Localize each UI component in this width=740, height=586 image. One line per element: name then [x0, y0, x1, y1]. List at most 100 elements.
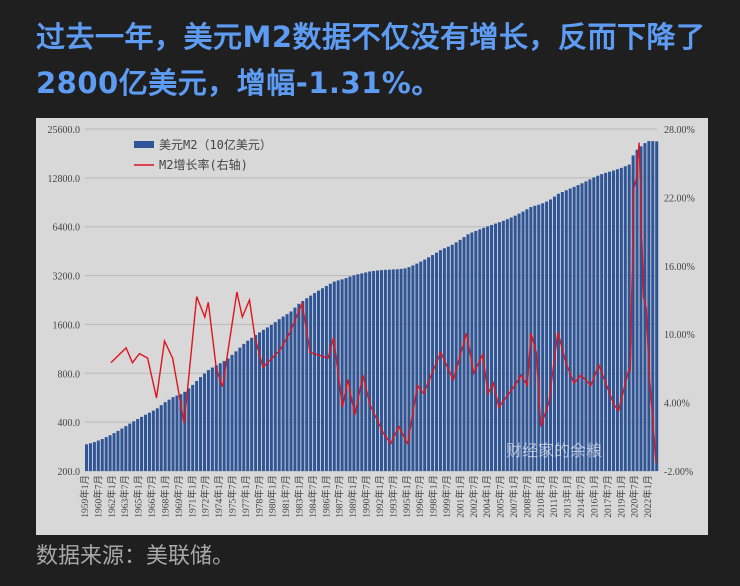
- right-tick-label: 22.00%: [664, 193, 695, 204]
- m2-bar: [383, 269, 387, 471]
- chart-svg: 25600.0 12800.0 6400.0 3200.0 1600.0 800.0 400…: [48, 125, 695, 518]
- m2-bar: [167, 399, 171, 471]
- x-tick-label: 2008年7月: [521, 475, 533, 518]
- x-tick-label: 2013年1月: [562, 475, 574, 518]
- m2-bar: [521, 211, 525, 471]
- right-tick-label: 28.00%: [664, 125, 695, 136]
- x-tick-label: 1989年1月: [347, 475, 359, 518]
- m2-chart: 25600.0 12800.0 6400.0 3200.0 1600.0 800.0 400…: [36, 118, 708, 535]
- x-tick-label: 2002年7月: [468, 475, 480, 518]
- x-tick-label: 1993年7月: [387, 475, 399, 518]
- m2-bar: [187, 388, 191, 471]
- m2-bar: [360, 273, 364, 471]
- m2-bar: [596, 175, 600, 471]
- x-tick-label: 1978年7月: [253, 475, 265, 518]
- m2-bar: [486, 226, 490, 471]
- m2-bar: [450, 244, 454, 471]
- x-tick-label: 2004年1月: [481, 475, 493, 518]
- m2-bar: [454, 242, 458, 471]
- x-tick-label: 2014年7月: [575, 475, 587, 518]
- left-tick-label: 400.0: [58, 418, 81, 429]
- x-tick-label: 1983年1月: [294, 475, 306, 518]
- m2-bar: [104, 437, 108, 471]
- m2-bar: [324, 285, 328, 471]
- m2-bar: [242, 343, 246, 471]
- m2-bar: [474, 230, 478, 471]
- x-tick-label: 1962年1月: [106, 475, 118, 518]
- m2-bar: [415, 263, 419, 471]
- x-tick-label: 1959年1月: [79, 475, 91, 518]
- x-tick-label: 1984年7月: [307, 475, 319, 518]
- m2-bar: [261, 329, 265, 471]
- m2-bar: [88, 443, 92, 471]
- x-tick-label: 1972年7月: [200, 475, 212, 518]
- left-tick-label: 3200.0: [53, 272, 81, 283]
- m2-bar: [136, 419, 140, 471]
- m2-bar: [230, 354, 234, 471]
- m2-bar: [281, 316, 285, 471]
- m2-bar: [238, 347, 242, 471]
- x-tick-label: 1987年7月: [334, 475, 346, 518]
- m2-bar: [509, 217, 513, 471]
- m2-bar: [490, 224, 494, 471]
- m2-bar: [462, 237, 466, 471]
- left-tick-label: 12800.0: [48, 174, 81, 185]
- x-tick-label: 1996年7月: [414, 475, 426, 518]
- m2-bar: [301, 300, 305, 471]
- legend-label-m2: 美元M2（10亿美元）: [159, 137, 272, 152]
- m2-bar: [376, 270, 380, 471]
- x-tick-label: 2016年1月: [588, 475, 600, 518]
- m2-bar: [313, 293, 317, 471]
- m2-bar: [352, 275, 356, 471]
- m2-bar: [505, 219, 509, 471]
- m2-bar: [258, 332, 262, 471]
- x-tick-label: 2007年1月: [508, 475, 520, 518]
- legend-label-growth: M2增长率(右轴): [159, 157, 248, 172]
- m2-bar: [320, 288, 324, 471]
- m2-bar: [470, 232, 474, 471]
- m2-bar: [552, 196, 556, 471]
- m2-bar: [250, 337, 254, 471]
- x-tick-label: 1975年7月: [226, 475, 238, 518]
- m2-bar: [226, 358, 230, 471]
- m2-bar: [328, 283, 332, 471]
- m2-bar: [309, 295, 313, 471]
- m2-bar: [588, 179, 592, 471]
- m2-bar: [143, 414, 148, 471]
- right-tick-label: 10.00%: [664, 330, 695, 341]
- right-axis-ticks: 28.00% 22.00% 16.00% 10.00% 4.00% -2.00%: [664, 125, 695, 478]
- x-tick-label: 1981年7月: [280, 475, 292, 518]
- left-tick-label: 25600.0: [48, 125, 81, 136]
- growth-rate-line: [110, 142, 657, 464]
- m2-bar: [608, 171, 612, 471]
- m2-bar: [317, 290, 321, 471]
- x-tick-label: 1969年7月: [173, 475, 185, 518]
- m2-bar: [293, 307, 297, 471]
- m2-bar: [191, 384, 195, 471]
- m2-bar: [635, 149, 639, 471]
- x-tick-label: 1995年1月: [401, 475, 413, 518]
- legend-swatch-m2: [134, 141, 154, 148]
- m2-bar: [277, 319, 281, 471]
- m2-bar: [234, 351, 238, 471]
- x-axis-ticks: 1959年1月 1960年7月 1962年1月 1963年7月 1965年1月 1966年…: [79, 475, 654, 518]
- m2-bar: [615, 169, 619, 472]
- m2-bar: [438, 250, 442, 471]
- right-tick-label: -2.00%: [664, 467, 693, 478]
- x-tick-label: 1960年7月: [92, 475, 104, 518]
- m2-bar: [525, 209, 529, 471]
- x-tick-label: 1971年1月: [186, 475, 198, 518]
- m2-bar: [391, 269, 395, 471]
- m2-bars: [85, 141, 659, 472]
- m2-bar: [643, 143, 647, 472]
- m2-bar: [289, 311, 293, 471]
- m2-bar: [419, 261, 423, 471]
- m2-bar: [466, 234, 470, 471]
- m2-bar: [305, 298, 309, 471]
- left-tick-label: 6400.0: [53, 223, 81, 234]
- x-tick-label: 1974年1月: [213, 475, 225, 518]
- m2-bar: [332, 281, 336, 471]
- m2-bar: [564, 190, 568, 471]
- m2-bar: [120, 428, 124, 471]
- m2-bar: [651, 141, 655, 471]
